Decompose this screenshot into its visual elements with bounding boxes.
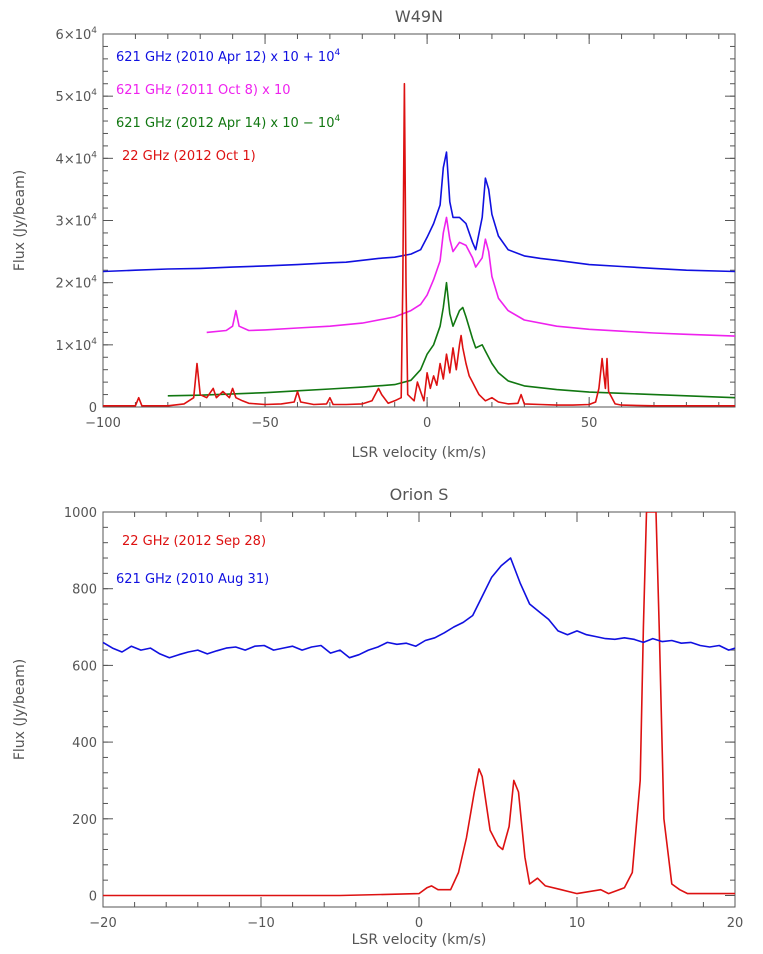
y-tick-label: 3×104 <box>56 213 98 230</box>
legend-entry: 621 GHz (2012 Apr 14) x 10 − 104 <box>116 114 340 131</box>
y-axis-title: Flux (Jy/beam) <box>12 659 28 760</box>
series-line-1 <box>103 151 735 273</box>
y-tick-label: 4×104 <box>56 150 98 167</box>
x-tick-label: −10 <box>247 916 274 931</box>
series-line-1 <box>103 512 735 897</box>
legend-entry: 621 GHz (2011 Oct 8) x 10 <box>116 83 291 98</box>
legend-entry: 621 GHz (2010 Aug 31) <box>116 572 269 587</box>
y-tick-label: 0 <box>89 889 97 904</box>
y-tick-label: 400 <box>72 736 97 751</box>
legend-entry: 22 GHz (2012 Sep 28) <box>122 534 266 549</box>
x-tick-label: 10 <box>569 916 586 931</box>
y-tick-label: 1000 <box>64 506 97 521</box>
x-tick-label: 0 <box>423 416 431 431</box>
y-tick-label: 0 <box>89 401 97 416</box>
chart-panel-1: W49N −100 −50 0 50 0 1×104 2×104 3×104 4×104 5×104… <box>12 7 736 461</box>
y-tick-label: 6×104 <box>56 26 98 43</box>
x-tick-label: −100 <box>85 416 121 431</box>
x-tick-label: 0 <box>415 916 423 931</box>
series-line-4 <box>103 82 735 407</box>
y-tick-label: 800 <box>72 583 97 598</box>
series-line-3 <box>167 281 735 399</box>
y-tick-label: 600 <box>72 659 97 674</box>
y-axis-title: Flux (Jy/beam) <box>12 170 28 271</box>
x-tick-label: −20 <box>89 916 116 931</box>
x-axis-title: LSR velocity (km/s) <box>352 932 487 948</box>
legend-entry: 621 GHz (2010 Apr 12) x 10 + 104 <box>116 48 340 65</box>
x-tick-label: 50 <box>581 416 598 431</box>
chart-title: W49N <box>395 7 443 26</box>
series-line-2 <box>206 216 735 337</box>
y-tick-label: 200 <box>72 813 97 828</box>
y-tick-label: 1×104 <box>56 337 98 354</box>
x-tick-label: 20 <box>727 916 744 931</box>
x-tick-label: −50 <box>251 416 278 431</box>
chart-title: Orion S <box>390 485 449 504</box>
legend-entry: 22 GHz (2012 Oct 1) <box>122 149 256 164</box>
y-tick-label: 5×104 <box>56 88 98 105</box>
y-tick-label: 2×104 <box>56 275 98 292</box>
x-axis-title: LSR velocity (km/s) <box>352 445 487 461</box>
series-line-2 <box>103 557 735 659</box>
